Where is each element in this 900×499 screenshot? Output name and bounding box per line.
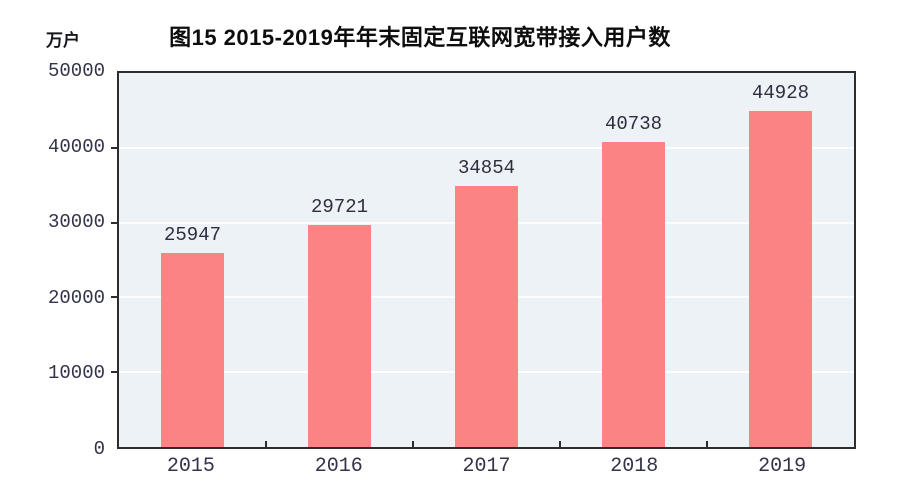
- bar-value-label: 44928: [751, 81, 809, 104]
- x-axis-tick-mark: [265, 441, 267, 447]
- gridline: [119, 146, 854, 149]
- y-axis-tick-labels: 0 10000 20000 30000 40000 50000: [0, 60, 105, 460]
- x-axis-tick-mark: [559, 441, 561, 447]
- bar-cell: 44928: [707, 73, 854, 447]
- chart-title: 图15 2015-2019年年末固定互联网宽带接入用户数: [169, 25, 671, 50]
- bar: [308, 224, 371, 447]
- bar: [749, 110, 812, 447]
- plot-area: 25947 29721 34854 40738 44928: [111, 71, 856, 449]
- bars-row: 25947 29721 34854 40738 44928: [119, 73, 854, 447]
- bar-cell: 34854: [413, 73, 560, 447]
- y-axis-tick-mark: [111, 296, 119, 299]
- x-axis-tick-label: 2019: [758, 455, 807, 478]
- bar-cell: 29721: [266, 73, 413, 447]
- y-axis-tick-mark: [111, 371, 119, 374]
- y-axis-tick-mark: [111, 221, 119, 224]
- y-axis-tick-label: 40000: [47, 135, 105, 158]
- y-axis-tick-label: 20000: [47, 286, 105, 309]
- x-axis-tick-mark: [412, 441, 414, 447]
- bar-value-label: 34854: [457, 157, 515, 180]
- y-axis-tick-label: 50000: [47, 60, 105, 82]
- x-axis-tick-label: 2018: [610, 455, 659, 478]
- y-axis-tick-label: 0: [93, 438, 105, 460]
- bar: [602, 142, 665, 447]
- x-axis-tick-label: 2016: [314, 455, 363, 478]
- bar-cell: 25947: [119, 73, 266, 447]
- y-axis-tick-mark: [111, 146, 119, 149]
- x-axis-tick-label: 2017: [462, 455, 511, 478]
- bar-cell: 40738: [560, 73, 707, 447]
- x-axis-tick-mark: [706, 441, 708, 447]
- bar: [161, 252, 224, 447]
- y-axis-tick-label: 30000: [47, 211, 105, 234]
- bar-value-label: 29721: [310, 195, 368, 218]
- bar-value-label: 25947: [163, 223, 221, 246]
- y-axis-tick-label: 10000: [47, 362, 105, 385]
- bar-value-label: 40738: [604, 113, 662, 136]
- bar: [455, 186, 518, 447]
- y-axis-unit-label: 万户: [46, 31, 80, 50]
- x-axis-tick-labels: 2015 2016 2017 2018 2019: [117, 455, 856, 478]
- x-axis-tick-label: 2015: [166, 455, 215, 478]
